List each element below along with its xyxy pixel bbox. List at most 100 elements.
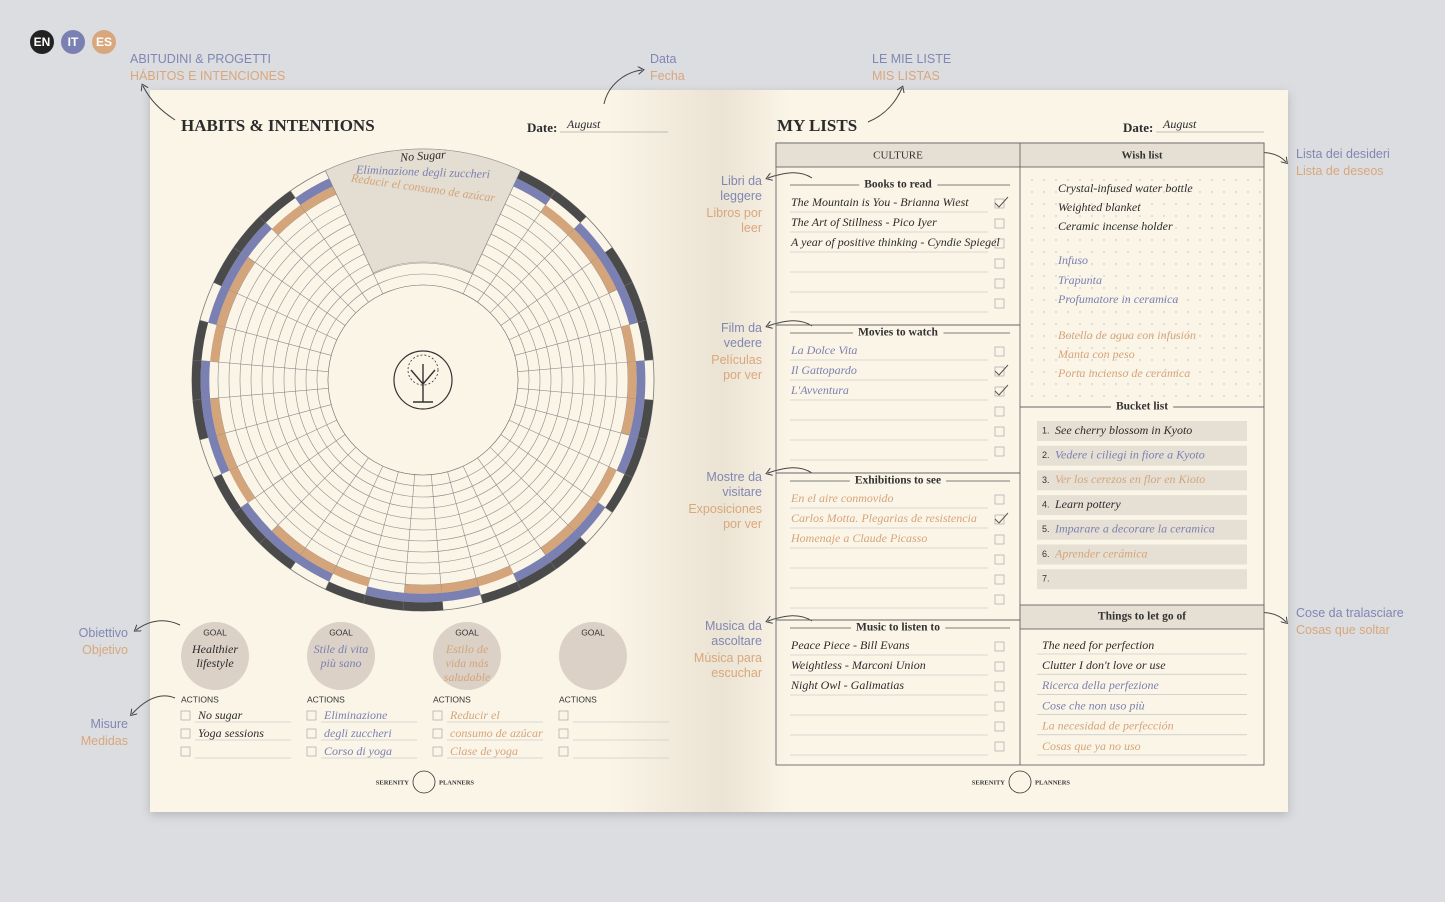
decor-segment: [403, 592, 443, 603]
annotation-es: HÁBITOS E INTENCIONES: [130, 69, 286, 83]
dot: [1211, 263, 1213, 265]
dot: [1235, 275, 1237, 277]
dot: [1187, 371, 1189, 373]
dot: [1151, 359, 1153, 361]
decor-segment: [516, 562, 556, 590]
dot: [1223, 287, 1225, 289]
dot: [1091, 179, 1093, 181]
decor-segment: [210, 324, 225, 363]
language-button[interactable]: IT: [61, 30, 85, 54]
checkbox: [994, 721, 1005, 732]
dot: [1043, 239, 1045, 241]
dot: [1055, 383, 1057, 385]
dot: [1091, 263, 1093, 265]
dot: [1175, 383, 1177, 385]
dot: [1139, 275, 1141, 277]
dot: [1211, 395, 1213, 397]
dot: [1115, 251, 1117, 253]
dot: [1259, 239, 1261, 241]
dot: [1031, 347, 1033, 349]
dot: [1139, 203, 1141, 205]
date-value: August: [1162, 117, 1197, 131]
dot: [1031, 251, 1033, 253]
dot: [1199, 299, 1201, 301]
dot: [1151, 323, 1153, 325]
action-item: degli zuccheri: [324, 726, 392, 740]
dot: [1031, 275, 1033, 277]
dot: [1259, 191, 1261, 193]
dot: [1043, 359, 1045, 361]
dot: [1031, 203, 1033, 205]
wish-item: Weighted blanket: [1058, 200, 1141, 214]
goal-circle: [307, 622, 375, 690]
dot: [1031, 239, 1033, 241]
bucket-bar: [1037, 569, 1247, 590]
dot: [1043, 227, 1045, 229]
checkbox: [180, 728, 191, 739]
dot: [1079, 263, 1081, 265]
dot: [1115, 287, 1117, 289]
dot: [1139, 347, 1141, 349]
title-bg: [853, 326, 944, 339]
annotation-es: Películas por ver: [711, 353, 762, 382]
dot: [1223, 299, 1225, 301]
dot: [1031, 311, 1033, 313]
annotation-es: Exposiciones por ver: [688, 502, 762, 531]
decor-segment: [540, 524, 575, 556]
goal-circle: [433, 622, 501, 690]
dot: [1139, 287, 1141, 289]
dot: [1235, 371, 1237, 373]
checkmark: [994, 364, 1009, 376]
list-item: Night Owl - Galimatias: [790, 678, 904, 692]
dot: [1235, 215, 1237, 217]
dot: [1163, 383, 1165, 385]
dot: [1031, 287, 1033, 289]
checkbox: [432, 728, 443, 739]
decor-segment: [295, 555, 333, 582]
bucket-number: 1.: [1042, 425, 1050, 435]
dot: [1055, 263, 1057, 265]
dot: [1235, 347, 1237, 349]
day-spoke: [447, 471, 484, 604]
dot: [1187, 215, 1189, 217]
decor-segment: [621, 397, 636, 436]
tree-logo-shape: [410, 364, 436, 403]
wheel-ring: [305, 262, 541, 498]
dot: [1259, 215, 1261, 217]
dot: [1127, 275, 1129, 277]
dot: [1235, 383, 1237, 385]
dot: [1139, 191, 1141, 193]
dot: [1211, 323, 1213, 325]
dot: [1139, 383, 1141, 385]
dot: [1175, 359, 1177, 361]
dot: [1235, 395, 1237, 397]
decor-segment: [624, 282, 647, 323]
culture-header: CULTURE: [873, 150, 923, 162]
dot: [1151, 179, 1153, 181]
dot: [1055, 275, 1057, 277]
decor-segment: [402, 601, 444, 612]
dot: [1091, 371, 1093, 373]
dot: [1103, 395, 1105, 397]
checkbox: [994, 346, 1005, 357]
dot: [1223, 239, 1225, 241]
dot: [1151, 215, 1153, 217]
decor-segment: [540, 204, 575, 236]
dot: [1103, 359, 1105, 361]
dot: [1199, 347, 1201, 349]
dot: [1151, 239, 1153, 241]
dot: [1259, 395, 1261, 397]
decor-segment: [233, 507, 266, 544]
dot: [1151, 203, 1153, 205]
language-button[interactable]: ES: [92, 30, 116, 54]
dot: [1175, 347, 1177, 349]
day-spoke: [500, 434, 613, 513]
list-item: Peace Piece - Bill Evans: [790, 638, 910, 652]
language-button[interactable]: EN: [30, 30, 54, 54]
let-go-item: Ricerca della perfezione: [1041, 678, 1160, 692]
dot: [1079, 383, 1081, 385]
dot: [1247, 371, 1249, 373]
dot: [1139, 227, 1141, 229]
wish-item: Crystal-infused water bottle: [1058, 181, 1193, 195]
dot: [1103, 191, 1105, 193]
